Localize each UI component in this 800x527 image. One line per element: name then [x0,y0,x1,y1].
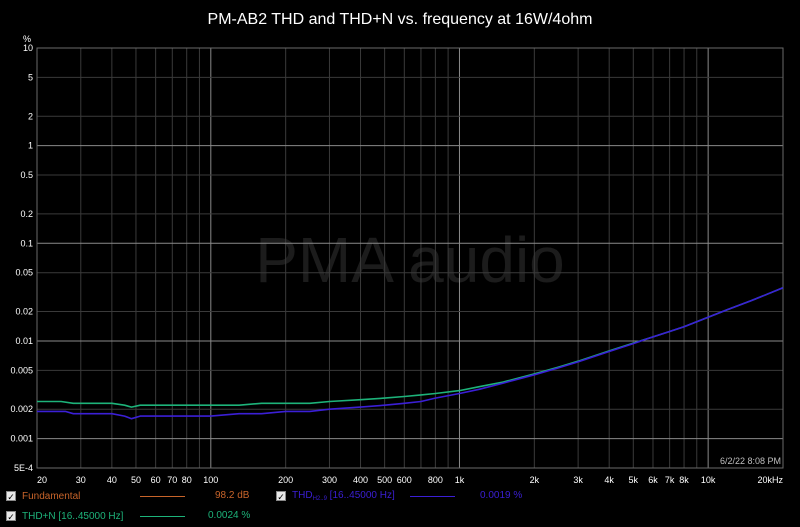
checkbox-fundamental[interactable]: ✓ [6,491,16,502]
checkbox-thd[interactable]: ✓ [276,491,286,502]
y-tick-label: 0.5 [20,170,33,180]
checkbox-thdn[interactable]: ✓ [6,511,16,522]
x-tick-label: 200 [278,475,293,485]
legend-label-fundamental: Fundamental [22,490,81,502]
x-tick-label: 2k [530,475,540,485]
chart-title: PM-AB2 THD and THD+N vs. frequency at 16… [208,11,593,28]
plot-frame [36,47,784,469]
y-tick-label: 0.002 [10,404,33,414]
y-tick-label: 0.02 [15,307,33,317]
x-tick-label: 8k [679,475,689,485]
y-tick-label: 0.005 [10,365,33,375]
series-line-thdn [37,287,784,408]
x-tick-label: 70 [167,475,177,485]
legend-item-thdn[interactable]: ✓ THD+N [16..45000 Hz] [6,508,123,524]
x-tick-label: 1k [455,475,465,485]
y-tick-label: 0.2 [20,209,33,219]
legend-line-thdn [140,516,185,517]
x-tick-label: 80 [182,475,192,485]
x-tick-label: 4k [604,475,614,485]
x-tick-label: 20kHz [757,475,783,485]
legend-label-thdn: THD+N [16..45000 Hz] [22,510,124,522]
x-tick-label: 300 [322,475,337,485]
series-line-thd [37,287,784,420]
x-tick-label: 50 [131,475,141,485]
x-tick-label: 6k [648,475,658,485]
x-tick-label: 60 [151,475,161,485]
y-tick-label: 1 [28,141,33,151]
x-tick-label: 400 [353,475,368,485]
y-axis-unit: % [23,34,31,44]
x-tick-label: 800 [428,475,443,485]
y-tick-label: 0.1 [20,238,33,248]
x-tick-label: 30 [76,475,86,485]
thd-chart: PM-AB2 THD and THD+N vs. frequency at 16… [10,11,784,485]
legend-line-thd [410,496,455,497]
x-tick-label: 40 [107,475,117,485]
legend-line-fundamental [140,496,185,497]
legend: ✓ Fundamental 98.2 dB ✓ THDH2..9 [16..45… [0,486,800,527]
x-tick-label: 10k [701,475,716,485]
legend-value-thd: 0.0019 % [480,490,523,501]
y-tick-label: 0.05 [15,268,33,278]
x-tick-label: 600 [397,475,412,485]
y-tick-label: 2 [28,111,33,121]
x-tick-label: 7k [665,475,675,485]
x-tick-label: 500 [377,475,392,485]
y-tick-label: 5E-4 [14,463,33,473]
legend-value-thdn: 0.0024 % [208,510,251,521]
x-tick-label: 3k [573,475,583,485]
y-tick-label: 0.001 [10,434,33,444]
x-tick-label: 100 [203,475,218,485]
timestamp: 6/2/22 8:08 PM [720,456,781,466]
legend-item-fundamental[interactable]: ✓ Fundamental [6,488,80,504]
y-tick-label: 10 [23,43,33,53]
x-tick-label: 5k [629,475,639,485]
watermark: PMA audio [255,224,565,296]
y-tick-label: 5 [28,72,33,82]
x-tick-label: 20 [37,475,47,485]
y-tick-label: 0.01 [15,336,33,346]
legend-label-thd: THDH2..9 [16..45000 Hz] [292,490,395,502]
legend-item-thd[interactable]: ✓ THDH2..9 [16..45000 Hz] [276,488,395,504]
legend-value-fundamental: 98.2 dB [215,490,250,501]
